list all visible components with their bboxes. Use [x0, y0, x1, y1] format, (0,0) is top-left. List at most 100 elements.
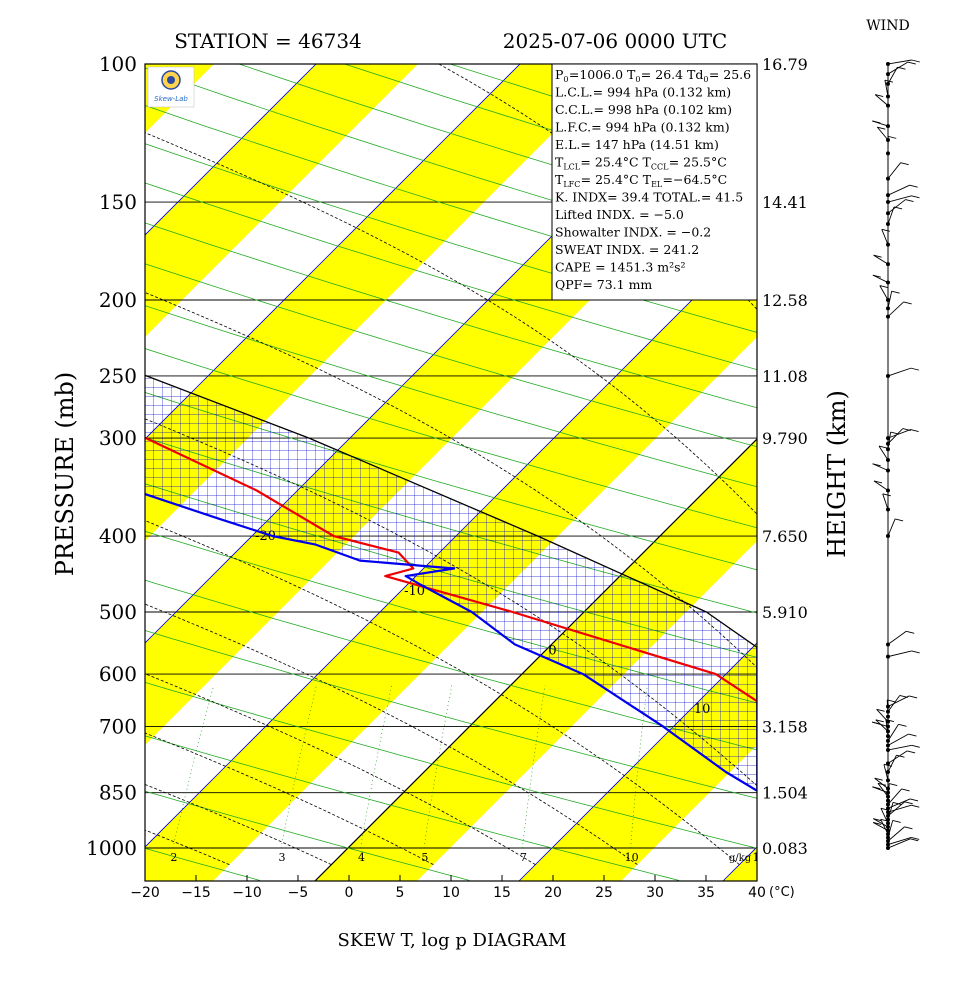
wind-barb-feather [912, 651, 920, 653]
footer-title: SKEW T, log p DIAGRAM [338, 930, 567, 951]
x-axis-unit: (°C) [769, 885, 795, 900]
mixing-ratio-label: 10 [625, 851, 639, 864]
wind-barb-feather [902, 789, 910, 791]
wind-barb-feather [910, 185, 918, 187]
mixing-ratio-line [0, 685, 48, 848]
wind-barb-feather [883, 494, 891, 496]
wind-barb-feather [888, 136, 896, 138]
mixing-ratio-line [759, 685, 769, 848]
index-line: L.F.C.= 994 hPa (0.132 km) [555, 120, 730, 135]
index-line: Lifted INDX. = −5.0 [555, 207, 684, 222]
isotherm-line [907, 44, 960, 901]
pressure-tick-label: 100 [99, 52, 137, 76]
height-tick-label: 7.650 [762, 527, 808, 546]
wind-barb-feather [895, 519, 903, 521]
height-tick-label: 16.79 [762, 55, 808, 74]
wind-barb-feather [898, 724, 906, 726]
wind-barb [888, 745, 912, 750]
wind-title: WIND [866, 18, 909, 34]
wind-barb-feather [908, 62, 916, 64]
wind-barb-feather [893, 820, 901, 822]
wind-barb [888, 789, 902, 805]
x-tick-label: 5 [396, 885, 405, 901]
wind-barb [882, 229, 888, 244]
index-line: QPF= 73.1 mm [555, 277, 652, 292]
pressure-tick-label: 600 [99, 662, 137, 686]
x-tick-label: 10 [442, 885, 460, 901]
x-tick-label: −5 [288, 885, 309, 901]
index-line: P0 =1006.0 T0 = 26.4 Td0 = 25.6 [555, 67, 751, 84]
x-tick-label: 20 [544, 885, 562, 901]
wind-barb-feather [911, 430, 919, 432]
wind-barb-feather [912, 60, 920, 62]
mixing-ratio-label: 5 [421, 851, 428, 864]
index-line: E.L.= 147 hPa (14.51 km) [555, 137, 719, 152]
pressure-tick-label: 150 [99, 190, 137, 214]
x-tick-label: 35 [697, 885, 715, 901]
pressure-tick-label: 850 [99, 781, 137, 805]
mixing-ratio-unit: g/kg [729, 853, 752, 864]
mixing-ratio-label: 7 [520, 851, 527, 864]
index-line: Showalter INDX. = −0.2 [555, 225, 711, 240]
wind-barb-feather [907, 751, 915, 753]
height-tick-label: 0.083 [762, 839, 808, 858]
wind-barb-feather [912, 745, 920, 747]
wind-barb-feather [904, 302, 912, 304]
height-tick-label: 3.158 [762, 718, 808, 737]
wind-barb-feather [882, 229, 890, 231]
y-axis-label-right: HEIGHT (km) [823, 390, 851, 558]
isotherm-label: 20 [844, 756, 861, 771]
indices-panel: P0 =1006.0 T0 = 26.4 Td0 = 25.6L.C.L.= 9… [552, 64, 757, 300]
x-tick-label: 0 [345, 885, 354, 901]
pressure-tick-label: 250 [99, 364, 137, 388]
pressure-tick-label: 1000 [86, 836, 137, 860]
wind-barb [888, 368, 911, 376]
wind-barb [888, 430, 911, 439]
wind-barb-feather [905, 802, 913, 804]
x-tick-label: −20 [130, 885, 160, 901]
wind-barb [888, 163, 901, 179]
height-tick-label: 14.41 [762, 193, 808, 212]
index-line: TLCL = 25.4°C TCCL = 25.5°C [555, 155, 727, 172]
index-line: TLFC = 25.4°C TEL =−64.5°C [555, 172, 727, 189]
wind-barb-feather [911, 196, 919, 198]
wind-barb [888, 651, 912, 657]
pressure-tick-label: 200 [99, 288, 137, 312]
mixing-ratio-line [926, 685, 927, 848]
index-line: CAPE = 1451.3 m²s² [555, 260, 686, 275]
height-tick-label: 11.08 [762, 367, 808, 386]
wind-barb [888, 207, 894, 224]
x-tick-label: 40 [748, 885, 766, 901]
isotherm-label: -30 [111, 469, 132, 484]
wind-barb-feather [911, 805, 919, 807]
pressure-tick-label: 500 [99, 600, 137, 624]
x-tick-label: 25 [595, 885, 613, 901]
pressure-tick-label: 700 [99, 715, 137, 739]
wind-barb-feather [909, 696, 917, 698]
isotherm-band [0, 44, 30, 901]
height-tick-label: 12.58 [762, 291, 808, 310]
wind-barb [873, 275, 888, 282]
isotherm-band [907, 44, 960, 901]
index-line: SWEAT INDX. = 241.2 [555, 242, 699, 257]
station-title: STATION = 46734 [174, 29, 362, 53]
wind-barb-feather [904, 827, 912, 829]
wind-barb-feather [908, 734, 916, 736]
dry-adiabat [0, 28, 50, 880]
wind-barb [883, 494, 888, 510]
wind-barb-feather [906, 200, 914, 202]
wind-barb [888, 302, 904, 317]
index-line: K. INDX= 39.4 TOTAL.= 41.5 [555, 190, 743, 205]
datetime-title: 2025-07-06 0000 UTC [503, 29, 727, 53]
index-line: C.C.L.= 998 hPa (0.102 km) [555, 102, 732, 117]
wind-barb [888, 185, 910, 195]
mixing-ratio-label: 20 [846, 851, 860, 864]
logo-text: Skew-Lab [154, 95, 188, 103]
mixing-ratio-line [852, 685, 857, 848]
logo: Skew-Lab [148, 67, 194, 107]
pressure-tick-label: 400 [99, 524, 137, 548]
mixing-ratio-label: 3 [278, 851, 285, 864]
y-axis-label-left: PRESSURE (mb) [51, 372, 79, 577]
wind-barb [888, 802, 905, 816]
mixing-ratio-label: 1 [0, 851, 3, 864]
